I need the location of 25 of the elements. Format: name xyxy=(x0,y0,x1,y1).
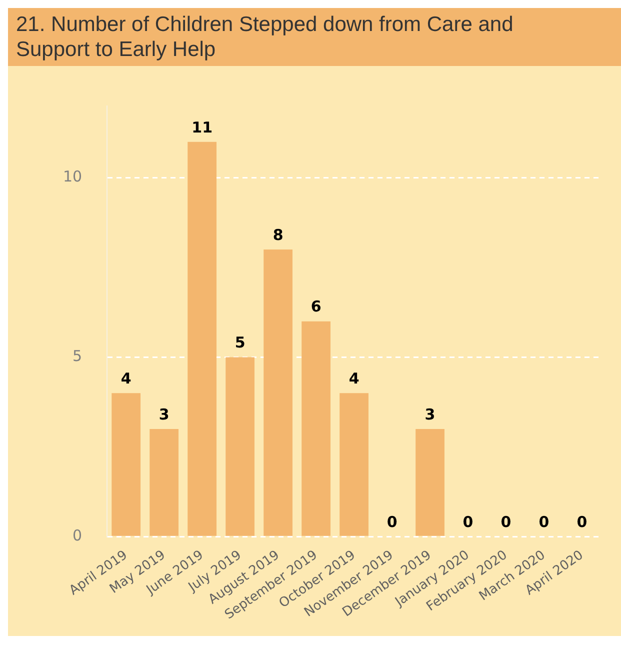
y-tick-label: 5 xyxy=(72,347,82,366)
y-tick-label: 10 xyxy=(62,168,82,186)
data-label: 0 xyxy=(576,513,588,532)
bar xyxy=(188,142,217,536)
bar xyxy=(112,393,141,536)
bar xyxy=(302,321,330,536)
data-label: 4 xyxy=(120,369,132,388)
data-label: 3 xyxy=(424,405,436,424)
y-tick-label: 0 xyxy=(72,526,82,545)
bar xyxy=(226,357,254,536)
bar xyxy=(416,428,444,536)
data-label: 0 xyxy=(538,513,550,532)
bar xyxy=(340,393,368,536)
bar xyxy=(264,250,292,536)
data-label: 11 xyxy=(192,118,213,136)
bar xyxy=(150,428,179,536)
data-label: 0 xyxy=(462,513,474,532)
data-label: 8 xyxy=(272,226,284,244)
data-label: 4 xyxy=(348,369,360,388)
data-label: 6 xyxy=(310,298,322,316)
chart-title: 21. Number of Children Stepped down from Care and Support to Early Help xyxy=(16,12,514,62)
data-label: 5 xyxy=(234,334,246,352)
data-label: 0 xyxy=(500,513,512,532)
data-label: 0 xyxy=(386,513,398,532)
data-label: 3 xyxy=(158,405,170,424)
